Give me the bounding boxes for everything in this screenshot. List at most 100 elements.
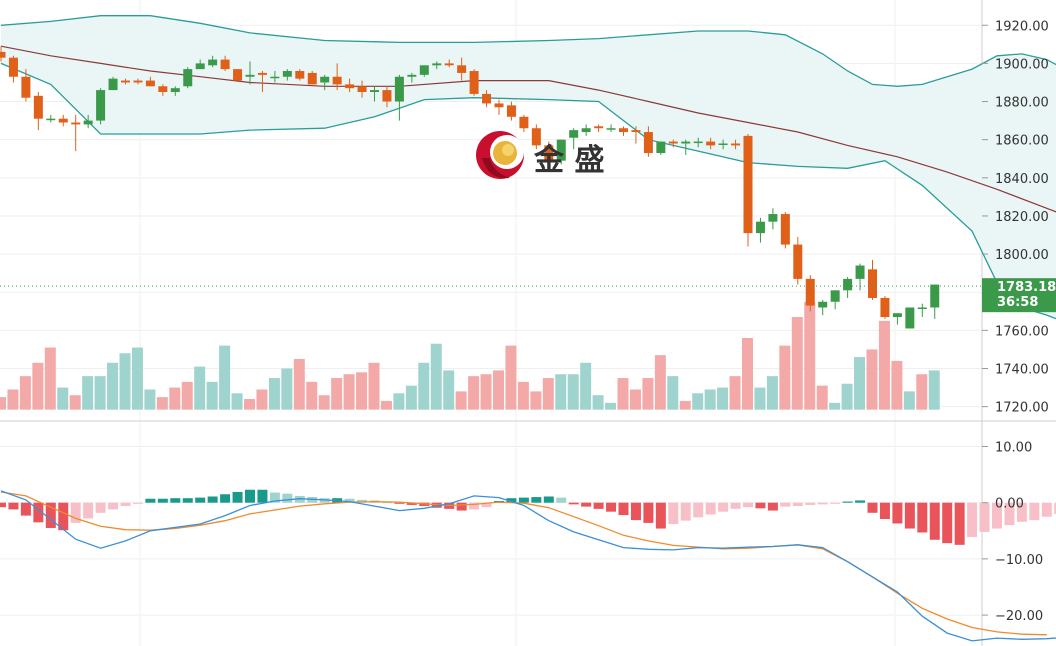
watermark-text: 金 盛 bbox=[533, 143, 604, 178]
macd-histogram-bar bbox=[992, 502, 1002, 529]
candle-body bbox=[394, 76, 404, 102]
volume-bar bbox=[343, 374, 355, 410]
volume-bar bbox=[555, 374, 567, 410]
volume-bar bbox=[231, 393, 243, 410]
macd-histogram-bar bbox=[232, 492, 243, 503]
volume-bar bbox=[878, 320, 890, 410]
volume-bar bbox=[430, 343, 442, 410]
macd-histogram-bar bbox=[182, 498, 193, 503]
volume-bar bbox=[567, 374, 579, 410]
candle-body bbox=[581, 128, 591, 133]
candle-body bbox=[145, 80, 155, 87]
candle-body bbox=[332, 76, 342, 85]
volume-bar bbox=[766, 376, 778, 410]
candle-body bbox=[245, 74, 255, 77]
candle-body bbox=[569, 130, 579, 138]
candle-body bbox=[755, 221, 765, 234]
volume-bar bbox=[816, 385, 828, 410]
macd-tick-label: 10.00 bbox=[995, 440, 1032, 455]
macd-histogram-bar bbox=[518, 497, 529, 503]
bollinger-bands bbox=[0, 15, 1056, 320]
macd-histogram-bar bbox=[879, 502, 890, 519]
macd-histogram-bar bbox=[581, 502, 592, 507]
macd-histogram-bar bbox=[606, 502, 617, 512]
candle-body bbox=[706, 141, 716, 146]
candle-body bbox=[419, 65, 429, 75]
candle-body bbox=[519, 116, 529, 129]
macd-histogram-bar bbox=[805, 502, 816, 505]
candle-body bbox=[868, 269, 877, 298]
macd-histogram-bar bbox=[531, 497, 542, 503]
candle-body bbox=[930, 284, 940, 308]
candle-body bbox=[320, 76, 330, 83]
candle-body bbox=[482, 93, 492, 104]
macd-histogram-bar bbox=[145, 498, 156, 503]
candle-body bbox=[233, 69, 243, 81]
macd-histogram-bar bbox=[257, 489, 268, 503]
macd-histogram-bar bbox=[456, 502, 467, 511]
volume-bar bbox=[94, 376, 106, 410]
volume-bar bbox=[206, 381, 218, 410]
volume-bar bbox=[605, 402, 617, 410]
volume-bar bbox=[7, 389, 19, 410]
macd-histogram-bar bbox=[979, 502, 990, 532]
watermark-logo: 金 盛 bbox=[476, 131, 604, 179]
volume-bar bbox=[131, 347, 143, 410]
candle-body bbox=[830, 290, 840, 302]
volume-bar bbox=[318, 395, 330, 410]
volume-bar bbox=[617, 378, 629, 410]
macd-histogram-bar bbox=[705, 502, 716, 515]
macd-histogram-bar bbox=[655, 502, 666, 529]
macd-histogram-bar bbox=[157, 498, 168, 503]
macd-histogram-bar bbox=[70, 502, 81, 523]
candle-body bbox=[83, 120, 93, 125]
macd-histogram-bar bbox=[867, 502, 878, 513]
macd-histogram-bar bbox=[643, 502, 654, 523]
macd-tick-label: 0.00 bbox=[995, 497, 1024, 512]
candle-body bbox=[731, 143, 741, 146]
candle-body bbox=[108, 78, 118, 91]
macd-histogram-bar bbox=[830, 502, 841, 504]
candle-body bbox=[121, 80, 130, 83]
candle-body bbox=[793, 244, 803, 279]
macd-histogram-bar bbox=[693, 502, 704, 518]
macd-tick-label: −10.00 bbox=[995, 553, 1043, 568]
macd-histogram-bar bbox=[120, 502, 131, 507]
macd-histogram-bar bbox=[282, 493, 293, 503]
price-tick-label: 1740.00 bbox=[995, 363, 1049, 378]
candle-body bbox=[307, 72, 317, 85]
volume-bar bbox=[380, 400, 392, 410]
price-axis: 1920.00 1900.00 1880.00 1860.00 1840.00 1820.… bbox=[982, 19, 1049, 624]
volume-bar bbox=[916, 374, 928, 410]
volume-bar bbox=[717, 387, 729, 410]
volume-bar bbox=[804, 301, 816, 410]
candle-body bbox=[33, 95, 43, 119]
price-tick-label: 1880.00 bbox=[995, 96, 1049, 111]
volume-bar bbox=[32, 362, 44, 410]
candle-body bbox=[681, 141, 691, 144]
volume-bar bbox=[443, 370, 455, 410]
volume-bar bbox=[891, 360, 903, 410]
candle-body bbox=[668, 141, 678, 144]
macd-histogram-bar bbox=[220, 494, 231, 503]
volume-bars bbox=[0, 301, 940, 410]
candle-body bbox=[544, 145, 554, 163]
volume-bar bbox=[928, 370, 940, 410]
candle-body bbox=[506, 105, 516, 117]
macd-histogram-bar bbox=[394, 502, 405, 504]
gold-coin-swirl-logo-icon bbox=[476, 131, 524, 179]
volume-bar bbox=[530, 391, 542, 410]
candle-body bbox=[805, 278, 815, 306]
macd-histogram-bar bbox=[344, 498, 355, 503]
candle-body bbox=[743, 135, 753, 234]
candle-body bbox=[556, 139, 566, 161]
volume-bar bbox=[455, 391, 467, 410]
volume-bar bbox=[692, 393, 704, 410]
price-tick-label: 1840.00 bbox=[995, 172, 1049, 187]
macd-histogram-bar bbox=[95, 502, 106, 513]
macd-histogram-bar bbox=[1029, 502, 1040, 521]
candle-body bbox=[606, 128, 616, 130]
candle-body bbox=[21, 76, 31, 98]
candle-body bbox=[208, 59, 218, 66]
